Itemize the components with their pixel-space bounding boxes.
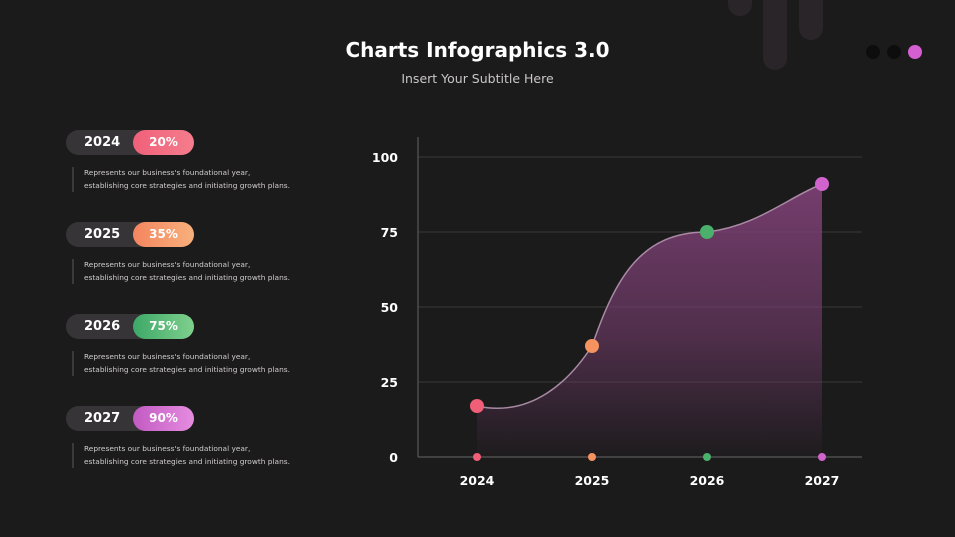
year-pill: 2024 20%: [66, 130, 194, 155]
description-line: establishing core strategies and initiat…: [84, 272, 290, 282]
area-chart: 0 25 50 75 100 2024 2025 2026 2027: [350, 125, 880, 509]
year-description: Represents our business's foundational y…: [72, 443, 302, 468]
x-tick-label: 2024: [460, 473, 495, 488]
description-line: Represents our business's foundational y…: [84, 352, 251, 361]
legend-item-2024: 2024 20% Represents our business's found…: [66, 130, 366, 192]
percent-badge: 20%: [133, 130, 194, 155]
year-label: 2024: [84, 135, 121, 150]
dot-1: [866, 45, 880, 59]
year-description: Represents our business's foundational y…: [72, 351, 302, 376]
legend-item-2027: 2027 90% Represents our business's found…: [66, 406, 366, 468]
percent-badge: 75%: [133, 314, 194, 339]
description-line: Represents our business's foundational y…: [84, 168, 251, 177]
legend-item-2025: 2025 35% Represents our business's found…: [66, 222, 366, 284]
year-label: 2027: [84, 411, 121, 426]
year-label: 2025: [84, 227, 121, 242]
y-tick-label: 75: [381, 225, 398, 240]
year-description: Represents our business's foundational y…: [72, 167, 302, 192]
description-line: Represents our business's foundational y…: [84, 444, 251, 453]
dot-3: [908, 45, 922, 59]
percent-badge: 90%: [133, 406, 194, 431]
decorative-bar: [799, 0, 823, 40]
page-subtitle: Insert Your Subtitle Here: [401, 71, 554, 86]
baseline-marker: [703, 453, 711, 461]
description-line: Represents our business's foundational y…: [84, 260, 251, 269]
baseline-marker: [588, 453, 596, 461]
data-point: [585, 339, 599, 353]
series-line: [476, 183, 823, 409]
description-line: establishing core strategies and initiat…: [84, 180, 290, 190]
data-point: [700, 225, 714, 239]
y-tick-label: 25: [381, 375, 398, 390]
data-point: [470, 399, 484, 413]
year-pill: 2027 90%: [66, 406, 194, 431]
decorative-bar: [728, 0, 752, 16]
description-line: establishing core strategies and initiat…: [84, 364, 290, 374]
y-tick-label: 50: [381, 300, 399, 315]
x-tick-label: 2026: [690, 473, 725, 488]
x-tick-label: 2027: [805, 473, 840, 488]
y-tick-label: 0: [389, 450, 398, 465]
dot-2: [887, 45, 901, 59]
baseline-marker: [818, 453, 826, 461]
decorative-bar: [763, 0, 787, 70]
y-tick-label: 100: [372, 150, 398, 165]
year-description: Represents our business's foundational y…: [72, 259, 302, 284]
year-pill: 2026 75%: [66, 314, 194, 339]
description-line: establishing core strategies and initiat…: [84, 456, 290, 466]
year-pill: 2025 35%: [66, 222, 194, 247]
baseline-marker: [473, 453, 481, 461]
data-point: [815, 177, 829, 191]
page-title: Charts Infographics 3.0: [345, 38, 610, 62]
area-chart-svg: 0 25 50 75 100 2024 2025 2026 2027: [372, 137, 862, 488]
year-label: 2026: [84, 319, 121, 334]
x-tick-label: 2025: [575, 473, 610, 488]
area-fill: [477, 184, 822, 457]
legend-item-2026: 2026 75% Represents our business's found…: [66, 314, 366, 376]
decorative-dots: [866, 45, 922, 59]
percent-badge: 35%: [133, 222, 194, 247]
